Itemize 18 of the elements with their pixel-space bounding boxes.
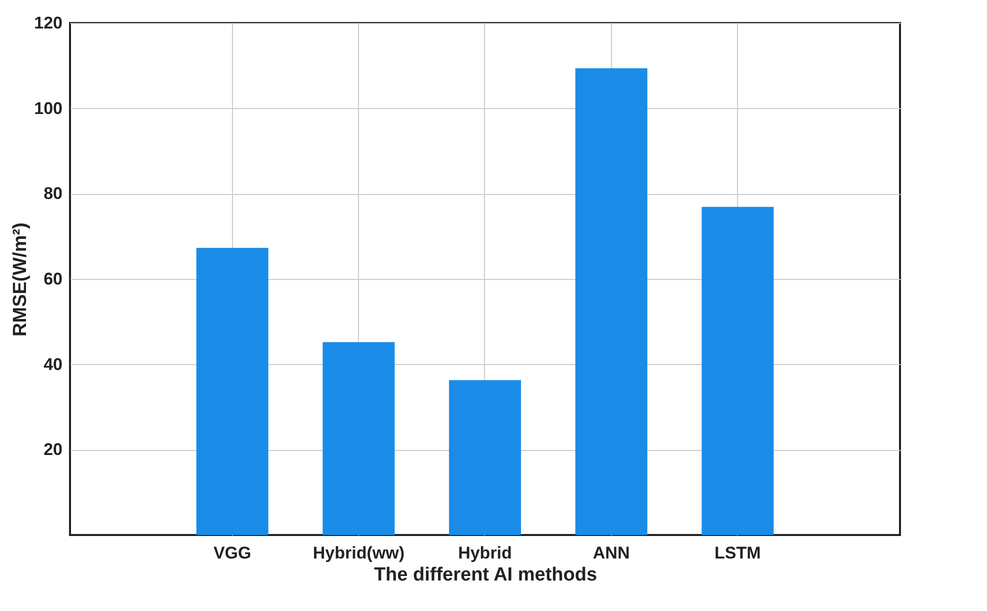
y-tick-label: 120 [34,14,62,32]
bar [322,342,395,535]
y-tick-label: 80 [44,184,62,204]
x-tick-label: Hybrid [458,544,512,562]
bar [196,248,268,535]
bar [702,206,774,535]
x-axis-title: The different AI methods [374,564,598,586]
bar [448,380,522,535]
x-tick-label: VGG [213,544,252,562]
y-tick-label: 20 [44,440,62,460]
y-tick-label: 60 [44,270,62,288]
y-tick-label: 100 [34,98,62,118]
bar [575,68,648,535]
x-tick-label: ANN [592,544,630,562]
x-tick-label: LSTM [714,544,761,562]
y-tick-label: 40 [44,354,62,374]
x-tick-label: Hybrid(ww) [312,544,404,562]
y-axis-title: RMSE(W/m²) [10,222,32,336]
